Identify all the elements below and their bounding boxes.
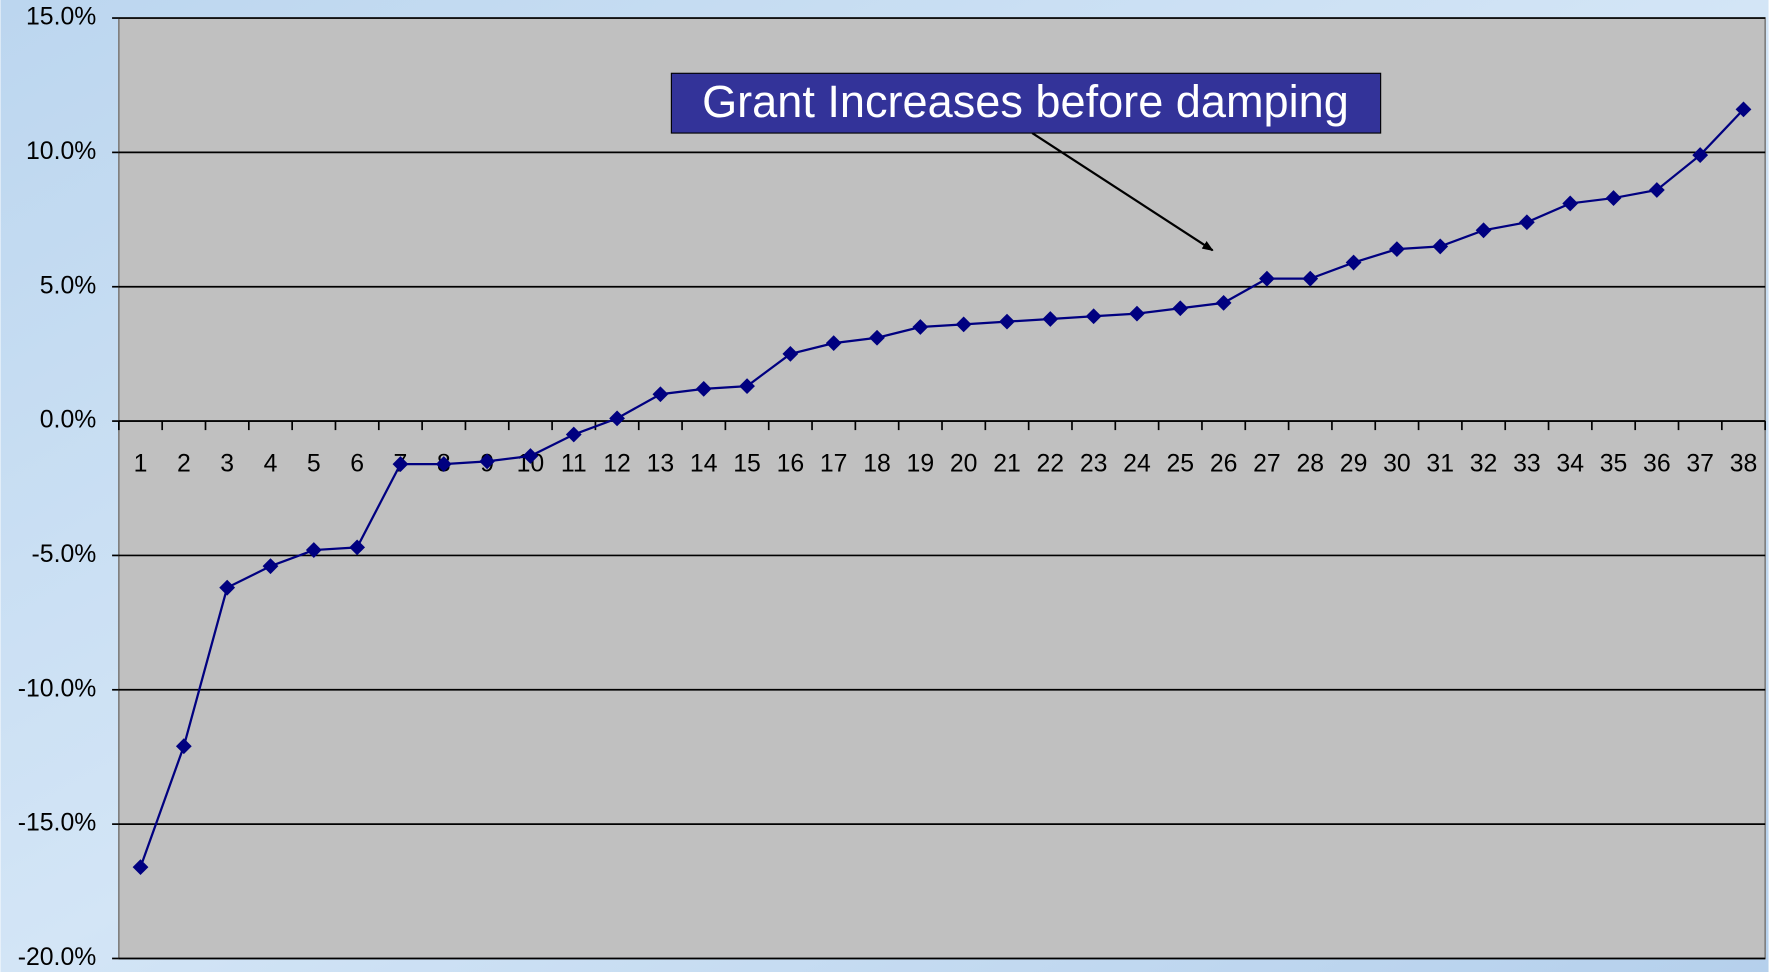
x-tick-label: 34 xyxy=(1556,451,1584,478)
x-tick-label: 3 xyxy=(220,451,234,478)
plot-area xyxy=(118,17,1767,960)
annotation-arrow xyxy=(1031,132,1214,252)
x-tick-label: 6 xyxy=(350,451,364,478)
x-tick-label: 1 xyxy=(134,451,148,478)
y-tick-label: 0.0% xyxy=(40,407,97,434)
x-tick-label: 35 xyxy=(1600,451,1628,478)
x-tick-label: 29 xyxy=(1340,451,1368,478)
y-tick-label: 10.0% xyxy=(26,138,96,165)
data-point xyxy=(999,313,1015,330)
y-tick-label: 15.0% xyxy=(26,4,96,31)
data-point xyxy=(219,579,236,596)
data-point xyxy=(1692,147,1709,163)
data-point xyxy=(652,386,669,403)
data-point xyxy=(1562,195,1579,212)
data-point xyxy=(825,335,842,352)
x-tick-label: 12 xyxy=(603,451,631,478)
x-tick-label: 32 xyxy=(1470,451,1498,478)
x-tick-label: 33 xyxy=(1513,451,1541,478)
data-point xyxy=(1085,308,1102,325)
x-tick-label: 25 xyxy=(1166,451,1194,478)
annotation-box xyxy=(670,72,1382,134)
data-point xyxy=(1475,222,1492,239)
x-tick-label: 18 xyxy=(863,451,891,478)
y-tick-label: -10.0% xyxy=(18,675,97,702)
data-point xyxy=(522,448,539,464)
annotation: Grant Increases before damping xyxy=(702,76,1349,127)
data-point xyxy=(782,346,799,362)
x-tick-label: 24 xyxy=(1123,451,1151,478)
x-tick-label: 26 xyxy=(1210,451,1238,478)
data-point xyxy=(869,329,885,346)
x-tick-label: 14 xyxy=(690,451,718,478)
data-point xyxy=(1605,190,1622,206)
x-tick-label: 20 xyxy=(950,451,978,478)
x-tick-label: 28 xyxy=(1296,451,1324,478)
x-tick-label: 30 xyxy=(1383,451,1411,478)
data-point xyxy=(609,410,625,427)
data-point xyxy=(132,859,149,876)
data-point xyxy=(1215,294,1232,311)
data-point xyxy=(695,380,712,397)
data-point xyxy=(912,319,929,335)
y-tick-label: -15.0% xyxy=(18,810,97,837)
y-tick-label: -20.0% xyxy=(18,944,97,971)
x-tick-label: 19 xyxy=(907,451,935,478)
x-tick-label: 27 xyxy=(1253,451,1281,478)
data-point xyxy=(1648,182,1665,198)
data-point xyxy=(1042,311,1059,327)
x-tick-label: 16 xyxy=(777,451,805,478)
data-point xyxy=(1172,300,1189,317)
x-tick-label: 21 xyxy=(993,451,1021,478)
x-tick-label: 22 xyxy=(1037,451,1065,478)
x-tick-label: 15 xyxy=(733,451,761,478)
data-point xyxy=(955,316,972,333)
y-tick-label: -5.0% xyxy=(32,541,97,568)
x-tick-label: 13 xyxy=(647,451,675,478)
data-point xyxy=(262,558,279,575)
data-point xyxy=(175,738,192,755)
x-tick-label: 31 xyxy=(1426,451,1454,478)
x-tick-label: 37 xyxy=(1686,451,1714,478)
y-tick-label: 5.0% xyxy=(40,272,97,299)
x-tick-label: 2 xyxy=(177,451,191,478)
x-tick-label: 5 xyxy=(307,451,321,478)
x-tick-label: 17 xyxy=(820,451,848,478)
x-tick-label: 4 xyxy=(264,451,278,478)
x-tick-label: 38 xyxy=(1730,451,1758,478)
data-point xyxy=(1518,214,1535,231)
data-point xyxy=(1389,241,1405,258)
x-tick-label: 36 xyxy=(1643,451,1671,478)
data-point xyxy=(1432,238,1449,255)
x-tick-label: 23 xyxy=(1080,451,1108,478)
x-tick-label: 11 xyxy=(561,451,587,478)
data-point xyxy=(739,378,755,395)
data-point xyxy=(565,426,582,443)
data-point xyxy=(1129,305,1145,322)
